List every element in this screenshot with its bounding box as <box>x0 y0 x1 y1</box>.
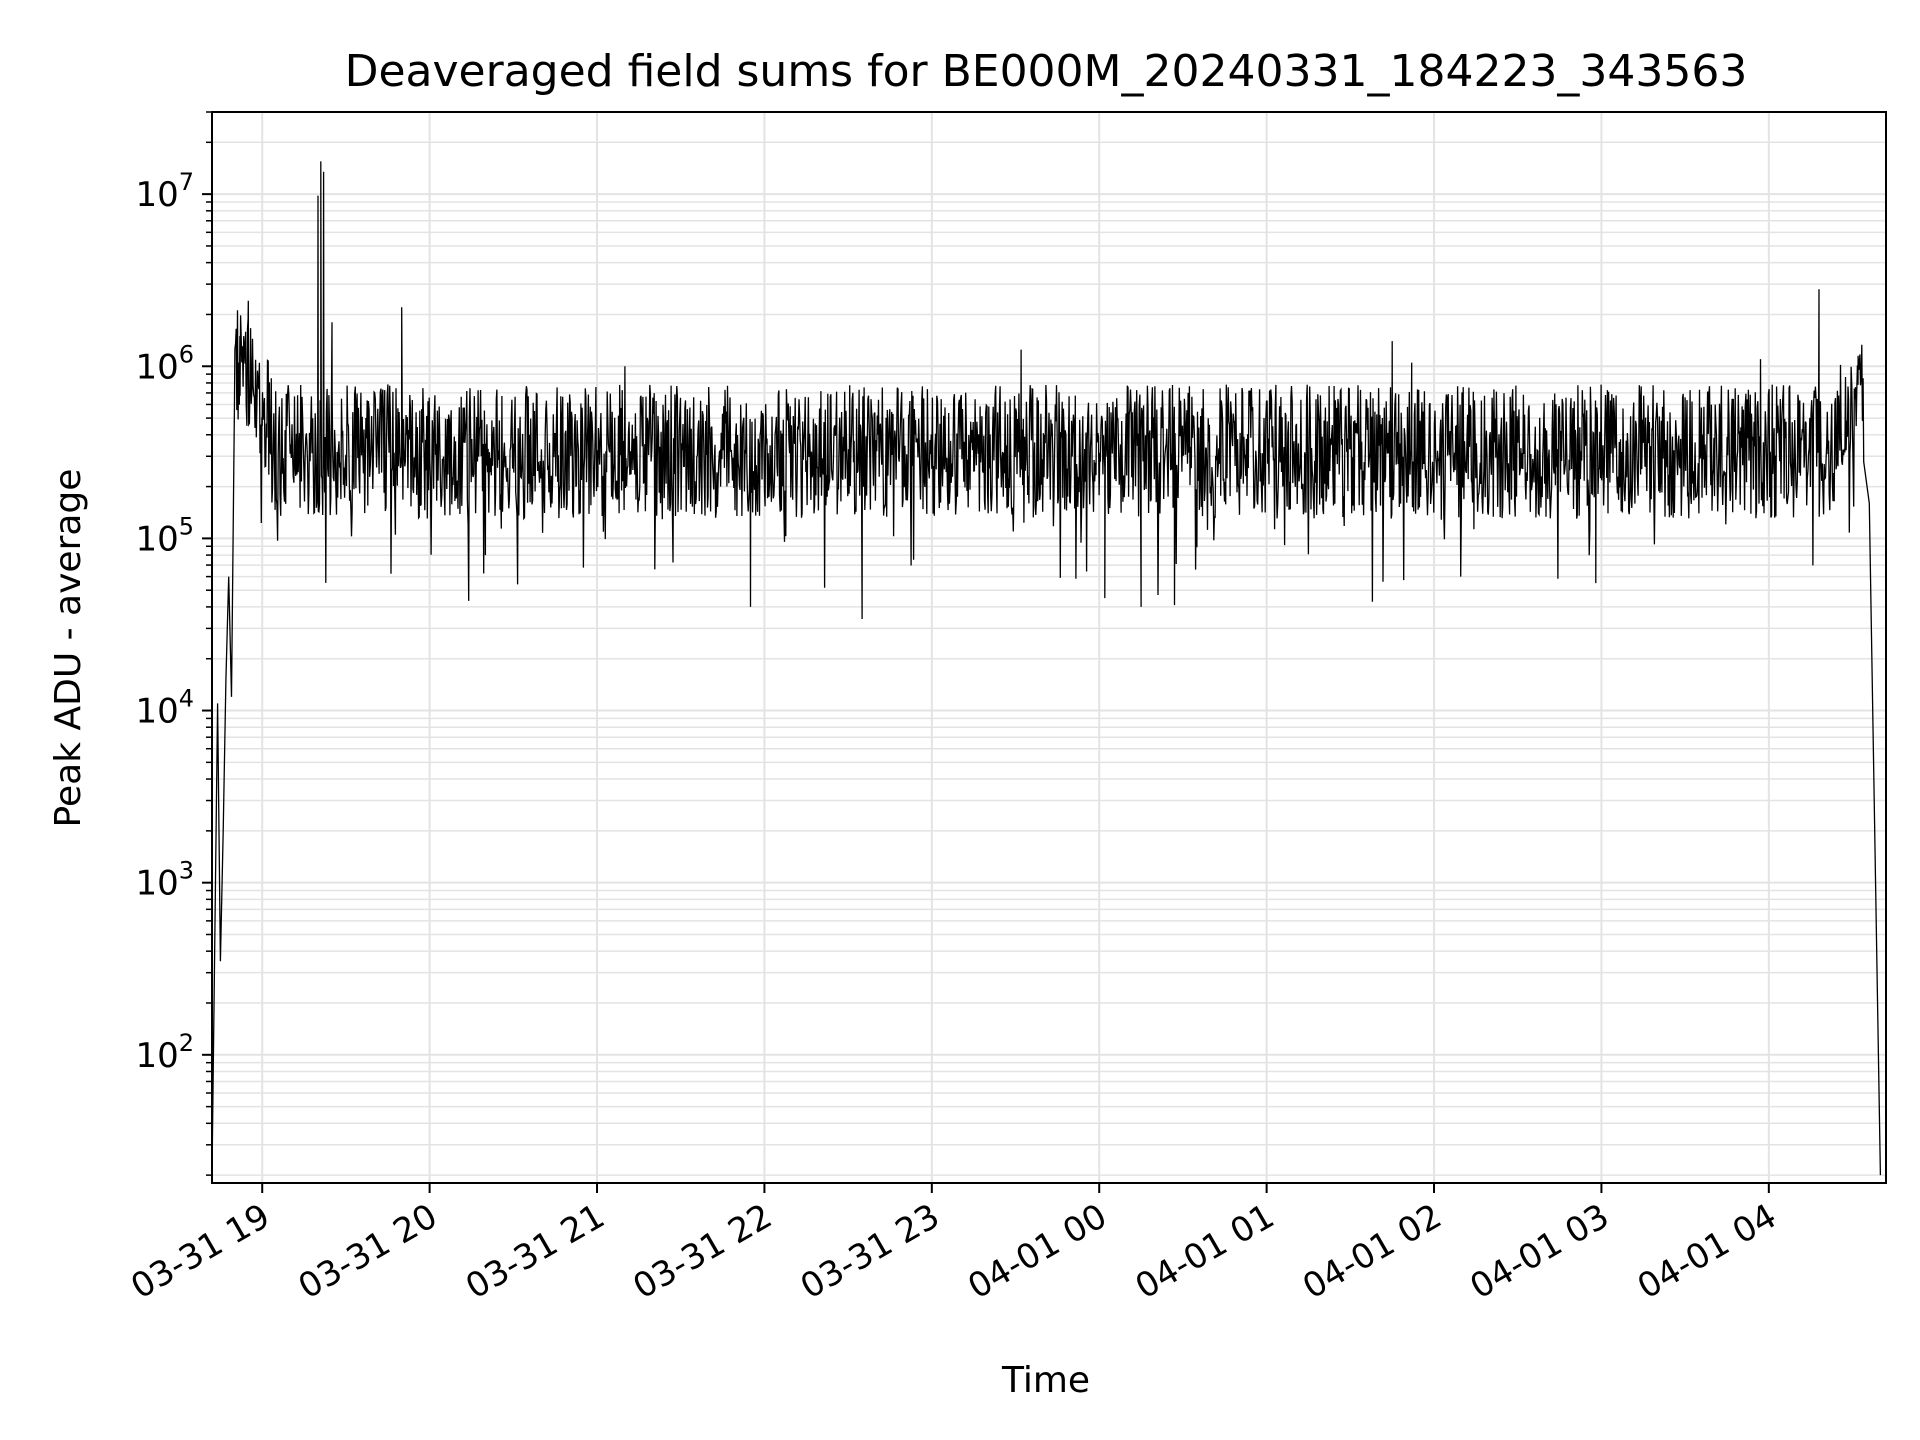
y-tick-label: 103 <box>135 857 194 904</box>
plot-frame <box>211 111 1887 1184</box>
y-tick-label: 106 <box>135 340 194 387</box>
y-tick-label: 107 <box>135 168 194 215</box>
y-tick-label: 102 <box>135 1029 194 1076</box>
series-group <box>211 161 1882 1176</box>
y-axis-title: Peak ADU - average <box>48 469 89 828</box>
y-axis: 102 103 104 105 106 107 <box>135 111 212 1176</box>
x-axis-title: Time <box>1001 1360 1090 1401</box>
y-tick-label: 104 <box>135 685 194 732</box>
chart-title: Deaveraged field sums for BE000M_2024033… <box>345 46 1748 97</box>
y-tick-label: 105 <box>135 512 194 559</box>
series-line <box>211 161 1882 1176</box>
